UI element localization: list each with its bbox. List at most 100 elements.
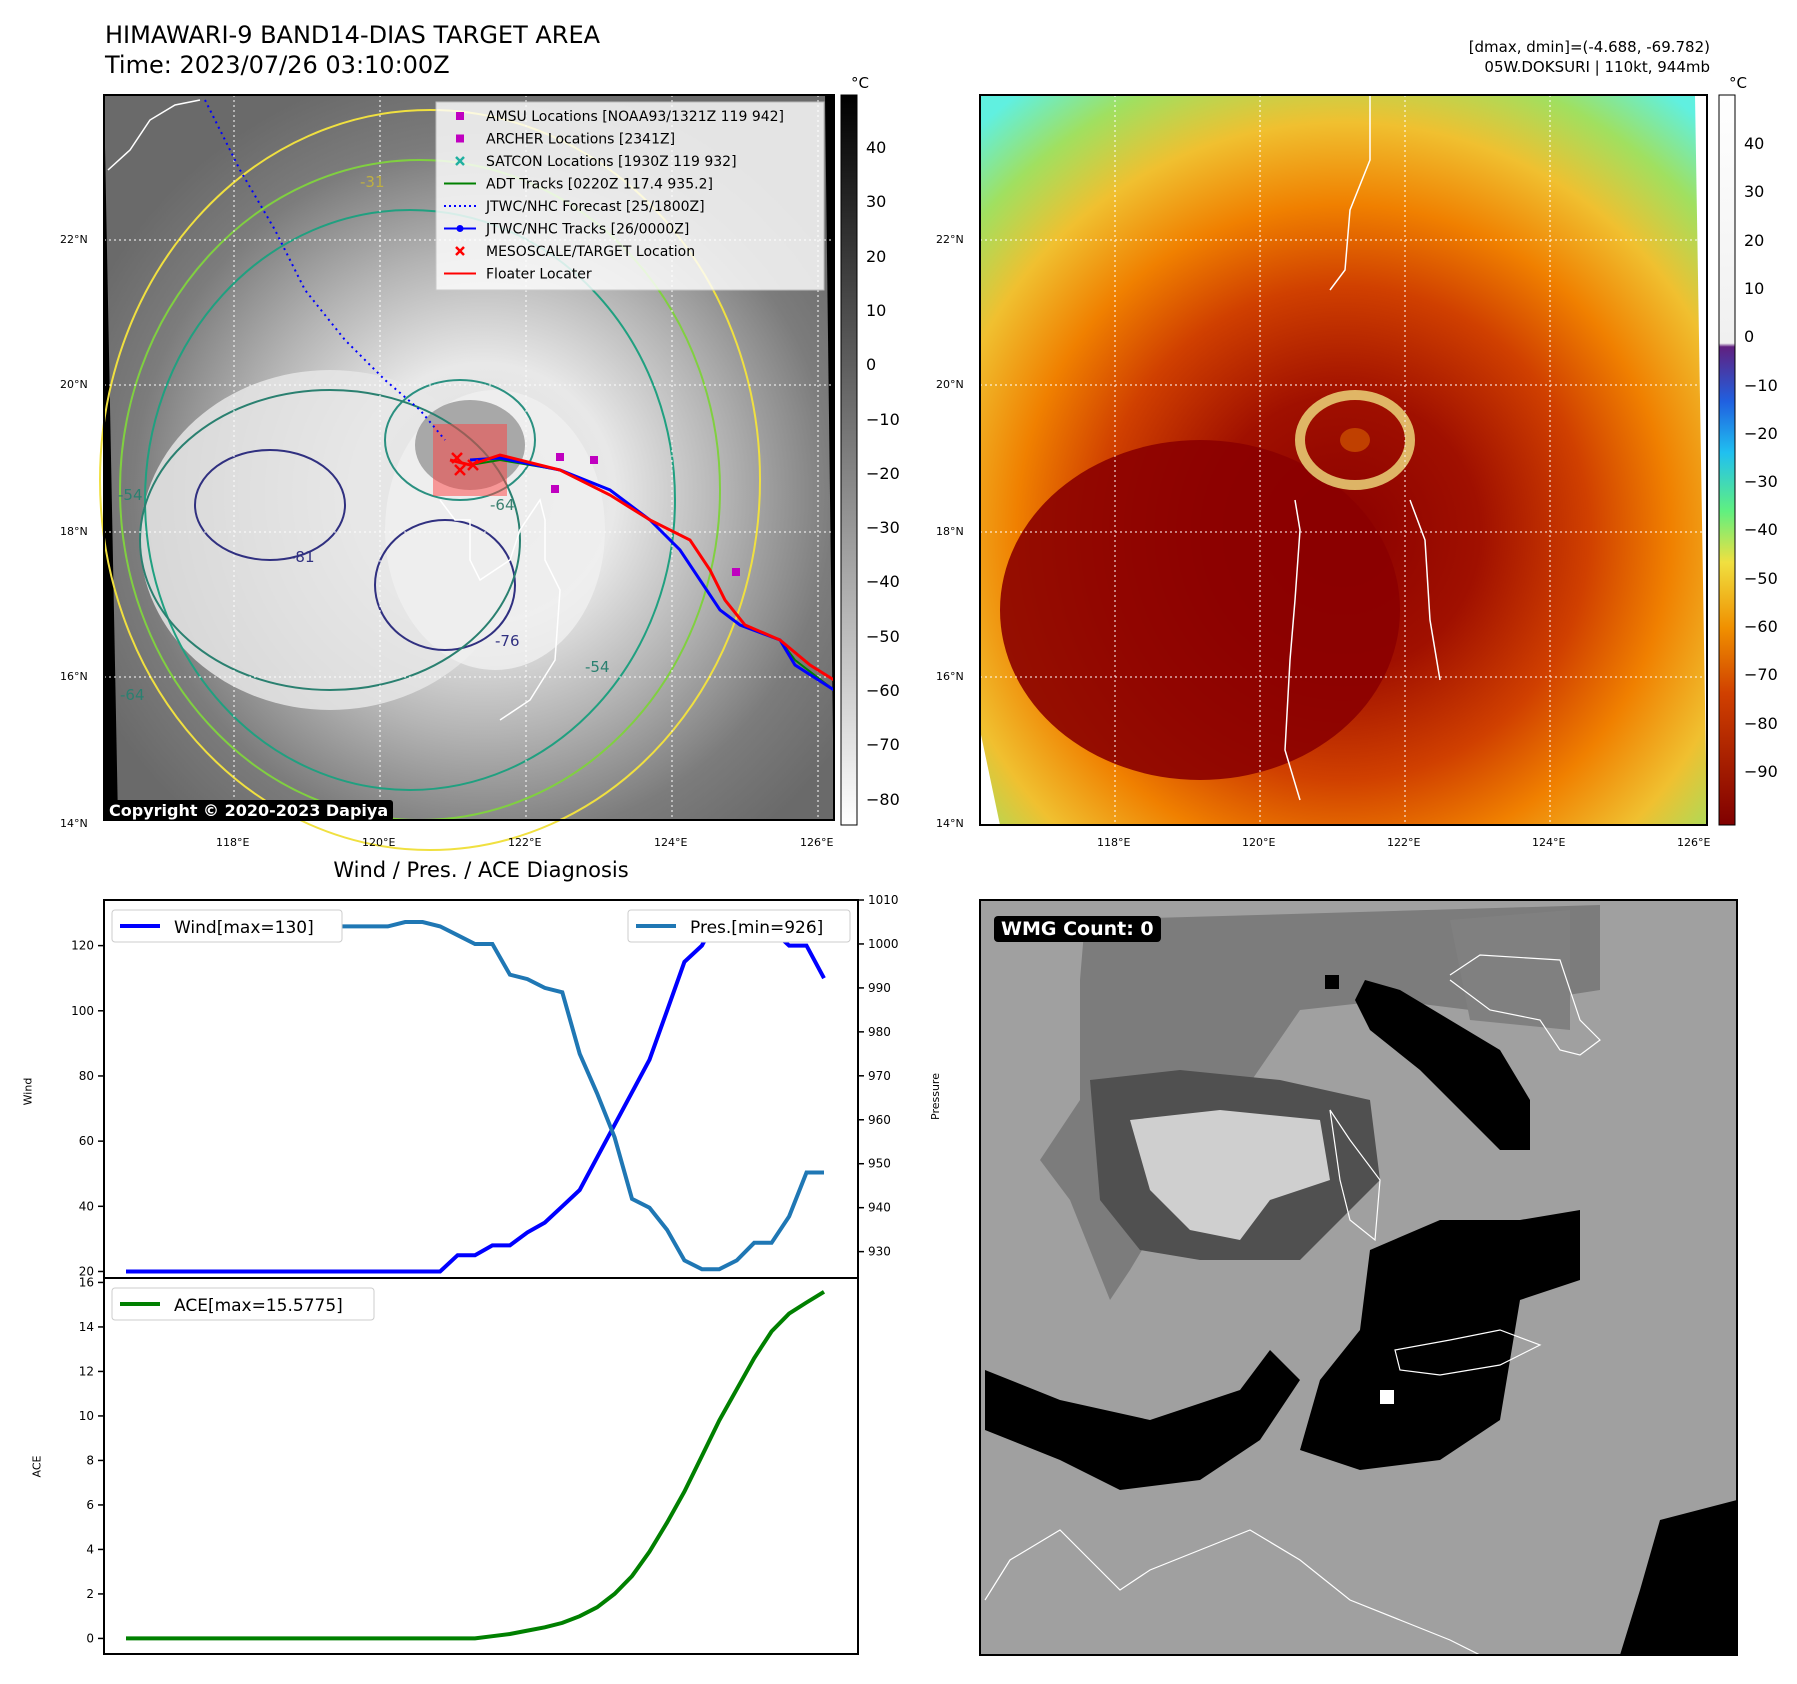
contour-label: -31 (360, 173, 385, 191)
y-tick-label: 14 (79, 1320, 94, 1334)
lon-tick: 126°E (800, 836, 834, 849)
diagnosis-title: Wind / Pres. / ACE Diagnosis (333, 858, 629, 882)
ace-legend (111, 1287, 375, 1321)
colorbar-tick: −10 (1744, 375, 1778, 395)
y-tick: 6 (86, 1498, 104, 1512)
colorbar-tick: −20 (866, 463, 900, 483)
colorbar-tick: −30 (1744, 472, 1778, 492)
lon-tick: 126°E (1677, 836, 1711, 849)
y-tick-label: 970 (868, 1069, 891, 1083)
legend-label: SATCON Locations [1930Z 119 932] (486, 154, 737, 170)
lon-tick: 118°E (216, 836, 250, 849)
lat-tick: 16°N (936, 670, 964, 683)
y-tick-label: 980 (868, 1025, 891, 1039)
mesoscale-markers (451, 452, 479, 476)
contour-label: -54 (585, 658, 610, 676)
lon-tick: 120°E (362, 836, 396, 849)
legend-item: Floater Locater (444, 267, 592, 283)
colorbar-tick: −50 (1744, 568, 1778, 588)
grid-lines (980, 95, 1707, 825)
legend-item: SATCON Locations [1930Z 119 932] (455, 154, 737, 170)
wind-axis-label: Wind (21, 1077, 35, 1106)
legend-item: JTWC/NHC Forecast [25/1800Z] (444, 199, 705, 215)
series-ace-line (126, 1290, 826, 1641)
y-tick-label: 930 (868, 1245, 891, 1259)
y-tick: 1010 (858, 893, 899, 907)
y-tick-label: 1000 (868, 937, 899, 951)
wmg-count-badge: WMG Count: 0 (994, 916, 1161, 942)
y-tick: 0 (86, 1631, 104, 1645)
contour-label: -76 (495, 632, 520, 650)
colorbar-tick: −40 (1744, 520, 1778, 540)
y-tick-label: 60 (79, 1134, 94, 1148)
y-tick-label: 950 (868, 1157, 891, 1171)
ace-chart: 0 2 4 6 8 10 12 14 16 (79, 1275, 859, 1655)
top-right-colorbar (1718, 94, 1736, 826)
y-tick: 990 (858, 981, 891, 995)
lat-tick: 22°N (936, 233, 964, 246)
colorbar-tick: −70 (866, 735, 900, 755)
lat-tick: 14°N (936, 817, 964, 830)
y-tick-label: 6 (86, 1498, 94, 1512)
y-tick: 120 (71, 939, 104, 953)
wind-pressure-chart: 20 40 60 80 100 120 930 940 950 960 970 980 990 1000… (71, 893, 899, 1279)
colorbar-tick: −10 (866, 409, 900, 429)
colorbar-unit: °C (851, 74, 869, 92)
y-tick: 950 (858, 1157, 891, 1171)
y-tick: 980 (858, 1025, 891, 1039)
lat-tick: 22°N (60, 233, 88, 246)
y-tick-label: 80 (79, 1069, 94, 1083)
legend-item: AMSU Locations [NOAA93/1321Z 119 942] (456, 109, 784, 125)
lat-tick: 16°N (60, 670, 88, 683)
lon-tick: 124°E (1532, 836, 1566, 849)
legend-item: ARCHER Locations [2341Z] (456, 132, 675, 148)
ace-axis-label: ACE (30, 1455, 44, 1478)
colorbar-tick: 40 (866, 138, 887, 157)
colorbar-tick: −60 (866, 681, 900, 700)
legend-label: JTWC/NHC Tracks [26/0000Z] (485, 222, 689, 238)
y-tick: 2 (86, 1587, 104, 1601)
colorbar-tick: −80 (866, 789, 900, 809)
colorbar-tick: 10 (866, 300, 887, 320)
legend-label: ARCHER Locations [2341Z] (486, 132, 675, 148)
y-tick: 4 (86, 1542, 104, 1556)
y-tick: 80 (79, 1069, 104, 1083)
coastline (107, 99, 561, 721)
colorbar-tick: 20 (866, 246, 887, 266)
y-tick-label: 8 (86, 1453, 94, 1467)
y-tick: 100 (71, 1004, 104, 1018)
lat-tick: 18°N (936, 525, 964, 538)
lon-tick: 124°E (654, 836, 688, 849)
legend-item: JTWC/NHC Tracks [26/0000Z] (444, 222, 689, 238)
colorbar-tick: −20 (1744, 423, 1778, 443)
lat-tick: 14°N (60, 817, 88, 830)
legend-item: MESOSCALE/TARGET Location (455, 244, 695, 260)
lon-tick: 122°E (1387, 836, 1421, 849)
y-tick-label: 12 (79, 1364, 94, 1378)
y-tick: 8 (86, 1453, 104, 1467)
y-tick-label: 940 (868, 1201, 891, 1215)
wind-legend-label: Wind[max=130] (174, 918, 314, 938)
legend: AMSU Locations [NOAA93/1321Z 119 942] ARC… (435, 101, 825, 291)
colorbar-tick: 20 (1744, 230, 1765, 250)
colorbar-tick: −70 (1744, 665, 1778, 685)
colorbar-unit: °C (1729, 74, 1747, 92)
colorbar-tick: −50 (866, 626, 900, 646)
y-tick: 14 (79, 1320, 104, 1334)
lat-tick: 20°N (60, 378, 88, 391)
top-left-time: Time: 2023/07/26 03:10:00Z (105, 51, 450, 79)
top-left-colorbar (840, 94, 858, 826)
contour-label: -64 (120, 686, 145, 704)
colorbar-tick: −90 (1744, 761, 1778, 781)
colorbar-tick: 0 (866, 355, 877, 375)
y-tick-label: 1010 (868, 893, 899, 907)
y-tick-label: 960 (868, 1113, 891, 1127)
y-tick: 1000 (858, 937, 899, 951)
y-tick: 60 (79, 1134, 104, 1148)
contour-label: -81 (290, 548, 315, 566)
legend-label: MESOSCALE/TARGET Location (486, 244, 695, 260)
legend-item: ADT Tracks [0220Z 117.4 935.2] (444, 177, 713, 193)
lon-tick: 122°E (508, 836, 542, 849)
y-tick-label: 120 (71, 939, 94, 953)
